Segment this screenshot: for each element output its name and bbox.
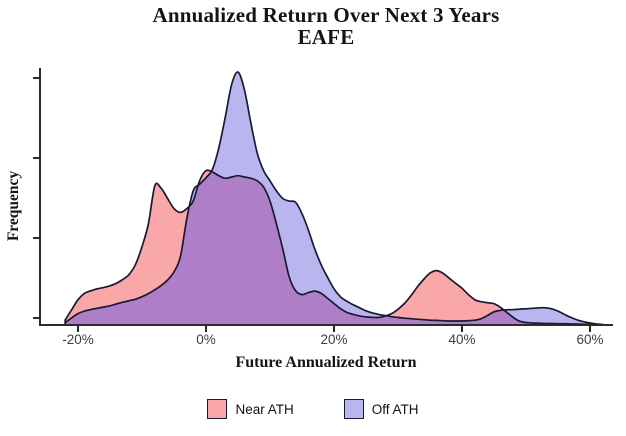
legend-label-off-ath: Off ATH (371, 401, 419, 417)
chart-title: Annualized Return Over Next 3 Years EAFE (26, 3, 626, 49)
chart-title-line2: EAFE (297, 24, 355, 49)
x-tick-label: 40% (448, 332, 475, 347)
x-tick-labels: -20% 0% 20% 40% 60% (62, 332, 603, 347)
x-tick-label: 0% (196, 332, 216, 347)
legend-label-near-ath: Near ATH (235, 401, 294, 417)
off-ath-density-outline (64, 71, 604, 326)
legend-swatch-near-ath (207, 399, 228, 419)
x-tick-label: -20% (62, 332, 94, 347)
legend: Near ATH Off ATH (0, 399, 626, 419)
x-tick-label: 20% (320, 332, 347, 347)
legend-swatch-off-ath (343, 399, 364, 419)
legend-item-near-ath: Near ATH (207, 399, 294, 419)
chart-title-line1: Annualized Return Over Next 3 Years (152, 3, 500, 27)
overlap-density-area (65, 171, 603, 325)
x-axis-label: Future Annualized Return (235, 354, 417, 371)
legend-item-off-ath: Off ATH (343, 399, 419, 419)
x-tick-label: 60% (576, 332, 603, 347)
near-ath-density-outline (64, 169, 604, 326)
density-curves (64, 71, 604, 326)
axes (33, 68, 613, 332)
